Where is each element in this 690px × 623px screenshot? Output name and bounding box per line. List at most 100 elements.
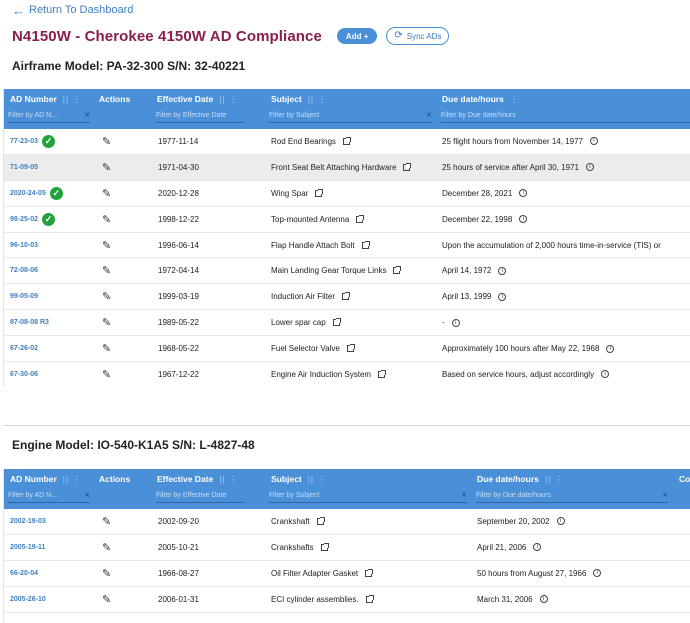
column-menu-icon[interactable]: ⋮ [509, 94, 520, 104]
column-header-ad-number[interactable]: AD Number || ⋮ [10, 474, 82, 485]
column-header-due[interactable]: Due date/hours ⋮ [442, 94, 519, 105]
ad-number-link[interactable]: 99-05-09 [10, 293, 39, 301]
ad-number-link[interactable]: 66-20-04 [10, 569, 39, 577]
add-button[interactable]: Add + [336, 28, 378, 44]
edit-pencil-icon[interactable]: ✎ [102, 368, 112, 381]
ad-number-link[interactable]: 2002-19-03 [10, 517, 46, 525]
edit-pencil-icon[interactable]: ✎ [102, 239, 112, 252]
external-link-icon[interactable] [361, 240, 370, 249]
edit-pencil-icon[interactable]: ✎ [102, 291, 112, 304]
filter-ad-number[interactable]: Filter by AD N... × [8, 489, 90, 503]
info-icon[interactable]: i [601, 370, 610, 379]
clear-filter-icon[interactable]: × [662, 489, 668, 501]
table-row[interactable]: 66-20-04 ✎ 1966-08-27 Oil Filter Adapter… [4, 561, 690, 587]
info-icon[interactable]: i [533, 543, 542, 552]
column-menu-icon[interactable]: || ⋮ [307, 474, 327, 484]
table-row[interactable]: 96-10-03 ✎ 1996-06-14 Flap Handle Attach… [4, 233, 690, 259]
table-row[interactable]: 2020-24-05 ✓ ✎ 2020-12-28 Wing Spar Decem… [4, 181, 690, 207]
ad-number-link[interactable]: 67-26-02 [10, 345, 39, 353]
info-icon[interactable]: i [519, 189, 528, 198]
column-header-ad-number[interactable]: AD Number || ⋮ [10, 94, 82, 105]
edit-pencil-icon[interactable]: ✎ [102, 515, 112, 528]
column-header-due[interactable]: Due date/hours || ⋮ [477, 474, 564, 485]
external-link-icon[interactable] [393, 266, 402, 275]
column-menu-icon[interactable]: || ⋮ [62, 474, 83, 484]
column-header-subject[interactable]: Subject || ⋮ [271, 94, 327, 105]
filter-effective-date[interactable]: Filter by Effective Date [156, 109, 244, 123]
ad-number-link[interactable]: 71-09-05 [10, 163, 39, 171]
external-link-icon[interactable] [365, 568, 374, 577]
external-link-icon[interactable] [342, 292, 351, 301]
filter-effective-date[interactable]: Filter by Effective Date [156, 489, 244, 503]
clear-filter-icon[interactable]: × [426, 109, 432, 121]
external-link-icon[interactable] [365, 594, 374, 603]
ad-number-link[interactable]: 2005-19-11 [10, 543, 46, 551]
info-icon[interactable]: i [498, 266, 507, 275]
edit-pencil-icon[interactable]: ✎ [102, 187, 112, 200]
clear-filter-icon[interactable]: × [461, 489, 467, 501]
clear-filter-icon[interactable]: × [84, 489, 90, 501]
column-menu-icon[interactable]: || ⋮ [307, 94, 327, 104]
return-to-dashboard-link[interactable]: ← Return To Dashboard [12, 4, 133, 17]
ad-number-link[interactable]: 87-08-08 R3 [10, 319, 49, 327]
edit-pencil-icon[interactable]: ✎ [102, 135, 112, 148]
info-icon[interactable]: i [589, 137, 598, 146]
edit-pencil-icon[interactable]: ✎ [102, 213, 112, 226]
column-header-actions[interactable]: Actions [99, 474, 131, 484]
external-link-icon[interactable] [356, 214, 365, 223]
filter-subject[interactable]: Filter by Subject × [269, 489, 467, 503]
filter-due[interactable]: Filter by Due date/hours [441, 109, 690, 123]
table-row[interactable]: 67-26-02 ✎ 1968-05-22 Fuel Selector Valv… [4, 336, 690, 363]
info-icon[interactable]: i [593, 569, 602, 578]
table-row[interactable]: 67-30-06 ✎ 1967-12-22 Engine Air Inducti… [4, 362, 690, 387]
info-icon[interactable]: i [556, 517, 565, 526]
table-row[interactable]: 98-25-02 ✓ ✎ 1998-12-22 Top-mounted Anten… [4, 207, 690, 233]
table-row[interactable]: 77-23-03 ✓ ✎ 1977-11-14 Rod End Bearings … [4, 129, 690, 155]
edit-pencil-icon[interactable]: ✎ [102, 541, 112, 554]
column-menu-icon[interactable]: || ⋮ [219, 474, 239, 484]
ad-number-link[interactable]: 77-23-03 [10, 137, 39, 145]
ad-number-link[interactable]: 72-08-06 [10, 267, 39, 275]
clear-filter-icon[interactable]: × [84, 109, 90, 121]
column-menu-icon[interactable]: || ⋮ [544, 474, 565, 484]
column-menu-icon[interactable]: || ⋮ [219, 94, 239, 104]
filter-due[interactable]: Filter by Due date/hours × [476, 489, 668, 503]
column-header-subject[interactable]: Subject || ⋮ [271, 474, 327, 485]
table-row[interactable]: 2002-19-03 ✎ 2002-09-20 Crankshaft Septe… [4, 509, 690, 535]
column-header-effective-date[interactable]: Effective Date || ⋮ [157, 474, 239, 485]
table-row[interactable]: 2005-19-11 ✎ 2005-10-21 Crankshafts Apri… [4, 535, 690, 561]
sync-ads-button[interactable]: ⟳ Sync ADs [386, 27, 450, 45]
edit-pencil-icon[interactable]: ✎ [102, 161, 112, 174]
info-icon[interactable]: i [606, 344, 615, 353]
edit-pencil-icon[interactable]: ✎ [102, 343, 112, 356]
ad-number-link[interactable]: 96-10-03 [10, 241, 39, 249]
external-link-icon[interactable] [316, 516, 325, 525]
info-icon[interactable]: i [539, 595, 548, 604]
ad-number-link[interactable]: 67-30-06 [10, 370, 39, 378]
external-link-icon[interactable] [346, 344, 355, 353]
column-menu-icon[interactable]: || ⋮ [62, 94, 83, 104]
edit-pencil-icon[interactable]: ✎ [102, 593, 112, 606]
ad-number-link[interactable]: 2005-26-10 [10, 595, 46, 603]
info-icon[interactable]: i [519, 215, 528, 224]
ad-number-link[interactable]: 2020-24-05 [10, 189, 46, 197]
column-header-actions[interactable]: Actions [99, 94, 131, 104]
edit-pencil-icon[interactable]: ✎ [102, 265, 112, 278]
info-icon[interactable]: i [451, 318, 460, 327]
external-link-icon[interactable] [315, 188, 324, 197]
filter-subject[interactable]: Filter by Subject × [269, 109, 432, 123]
filter-ad-number[interactable]: Filter by AD N... × [8, 109, 90, 123]
ad-number-link[interactable]: 98-25-02 [10, 215, 39, 223]
table-row[interactable]: 87-08-08 R3 ✎ 1989-05-22 Lower spar cap … [4, 310, 690, 337]
info-icon[interactable]: i [585, 163, 594, 172]
external-link-icon[interactable] [342, 136, 351, 145]
column-header-co[interactable]: Co [679, 474, 690, 484]
table-row[interactable]: 2005-26-10 ✎ 2006-01-31 ECI cylinder ass… [4, 587, 690, 613]
edit-pencil-icon[interactable]: ✎ [102, 317, 112, 330]
external-link-icon[interactable] [332, 318, 341, 327]
external-link-icon[interactable] [320, 542, 329, 551]
table-row[interactable]: 72-08-06 ✎ 1972-04-14 Main Landing Gear … [4, 258, 690, 285]
external-link-icon[interactable] [378, 369, 387, 378]
table-row[interactable]: 71-09-05 ✎ 1971-04-30 Front Seat Belt At… [4, 154, 690, 181]
table-row[interactable]: 99-05-09 ✎ 1999-03-19 Induction Air Filt… [4, 284, 690, 311]
